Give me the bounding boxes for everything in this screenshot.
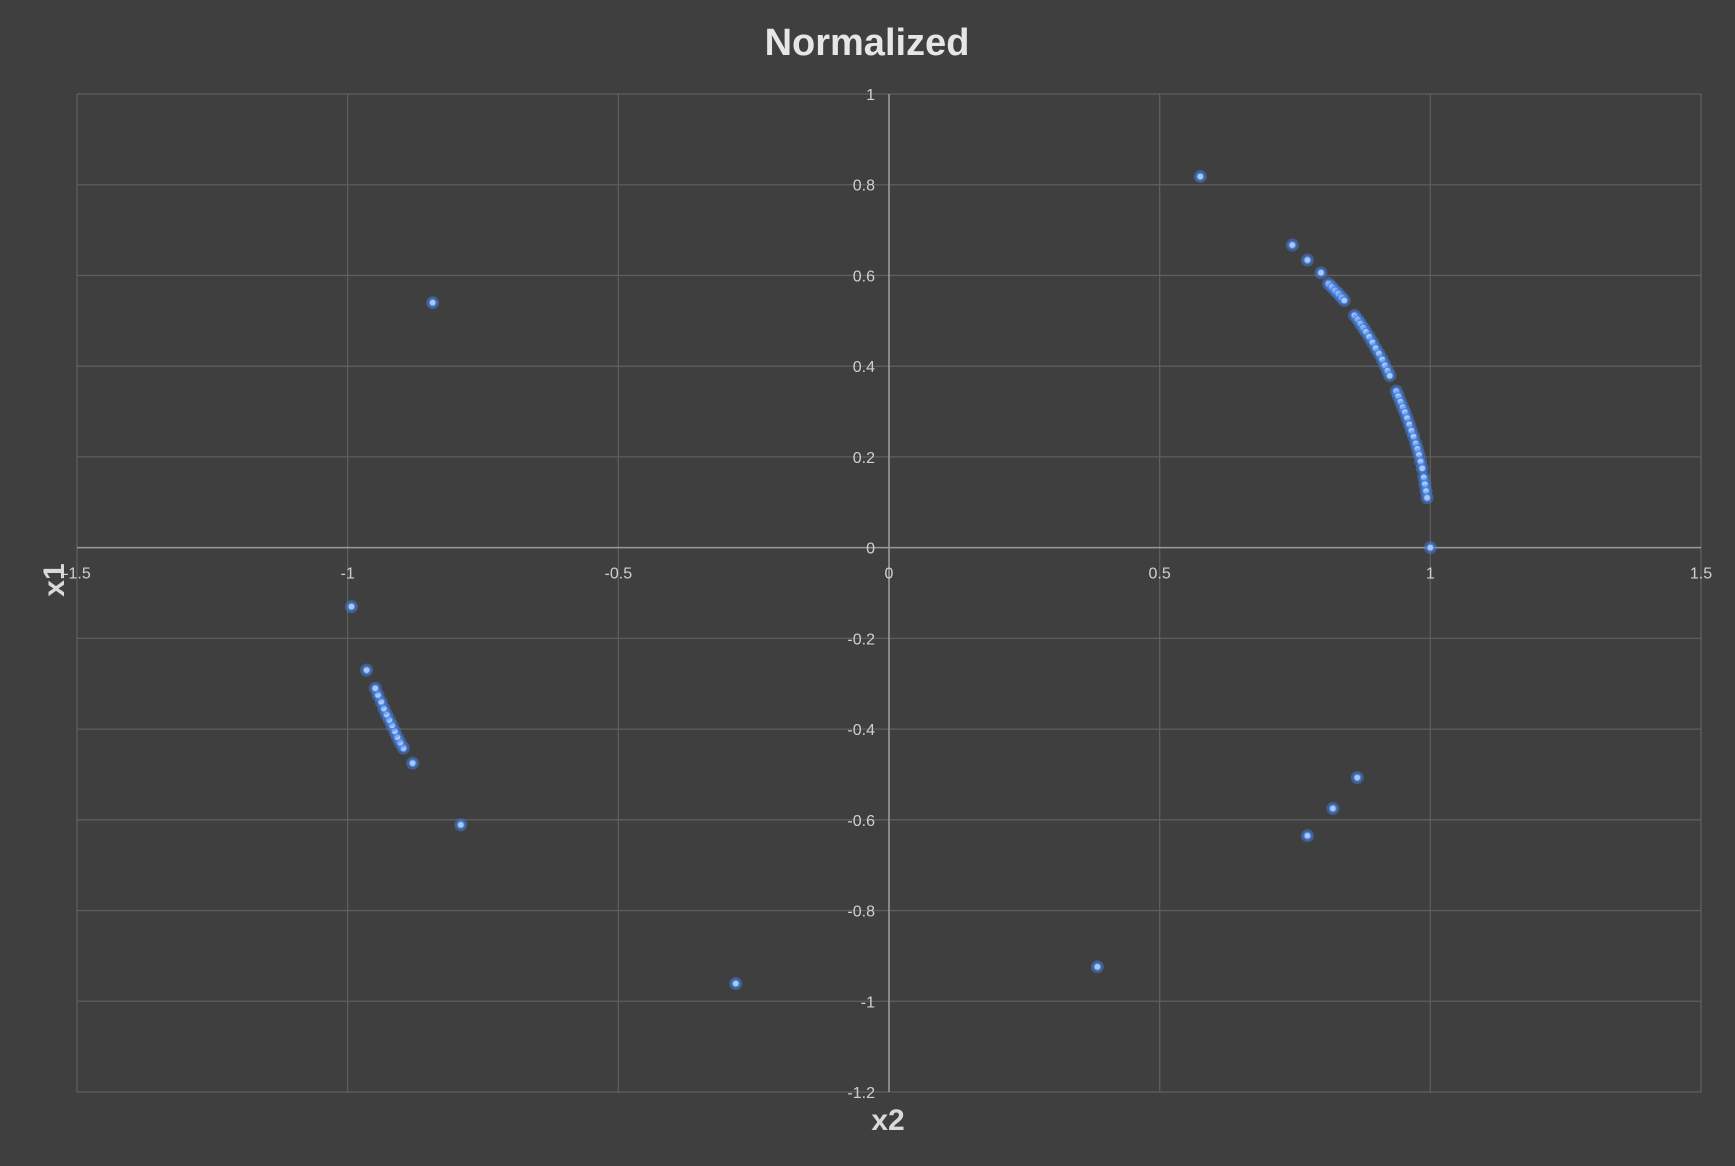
y-tick-label: 1 bbox=[866, 87, 875, 104]
data-point bbox=[1420, 491, 1434, 505]
x-tick-label: -0.5 bbox=[605, 566, 633, 583]
y-tick-label: -0.8 bbox=[847, 904, 875, 921]
y-tick-label: 0.8 bbox=[853, 178, 875, 195]
y-tick-label: 0.2 bbox=[853, 450, 875, 467]
data-point bbox=[1337, 293, 1351, 307]
y-tick-label: -1.2 bbox=[847, 1085, 875, 1102]
data-point bbox=[1285, 238, 1299, 252]
y-tick-label: 0.6 bbox=[853, 268, 875, 285]
x-tick-label: 0.5 bbox=[1149, 566, 1171, 583]
zero-axes bbox=[77, 94, 1701, 1092]
x-tick-label: 1.5 bbox=[1690, 566, 1712, 583]
tick-labels: -1.5 -1 -0.5 0 0.5 1 1.5 -1.2 -1 -0.8 -0.6 -0.4 -0.2… bbox=[63, 87, 1712, 1102]
y-tick-label: -1 bbox=[861, 994, 875, 1011]
x-tick-label: -1.5 bbox=[63, 566, 91, 583]
data-point bbox=[729, 977, 743, 991]
data-point bbox=[1090, 960, 1104, 974]
data-point bbox=[344, 600, 358, 614]
x-tick-label: -1 bbox=[341, 566, 355, 583]
y-axis-title: x1 bbox=[38, 563, 71, 596]
data-point bbox=[1193, 170, 1207, 184]
y-tick-label: -0.4 bbox=[847, 722, 875, 739]
chart-title: Normalized bbox=[765, 22, 970, 64]
data-point bbox=[1350, 771, 1364, 785]
data-points bbox=[344, 170, 1437, 991]
data-point bbox=[1300, 253, 1314, 267]
data-point bbox=[1383, 369, 1397, 383]
data-point bbox=[1417, 470, 1431, 484]
data-point bbox=[406, 756, 420, 770]
data-point bbox=[1326, 801, 1340, 815]
x-tick-label: 1 bbox=[1426, 566, 1435, 583]
x-axis-title: x2 bbox=[871, 1104, 904, 1137]
y-tick-label: -0.2 bbox=[847, 631, 875, 648]
data-point bbox=[1314, 266, 1328, 280]
data-point bbox=[454, 818, 468, 832]
y-tick-label: 0 bbox=[866, 541, 875, 558]
y-tick-label: -0.6 bbox=[847, 813, 875, 830]
x-tick-label: 0 bbox=[885, 566, 894, 583]
data-point bbox=[360, 663, 374, 677]
data-point bbox=[1415, 461, 1429, 475]
data-point bbox=[1423, 541, 1437, 555]
data-point bbox=[1419, 484, 1433, 498]
data-point bbox=[368, 681, 382, 695]
data-point bbox=[1300, 829, 1314, 843]
y-tick-label: 0.4 bbox=[853, 359, 875, 376]
data-point bbox=[426, 296, 440, 310]
